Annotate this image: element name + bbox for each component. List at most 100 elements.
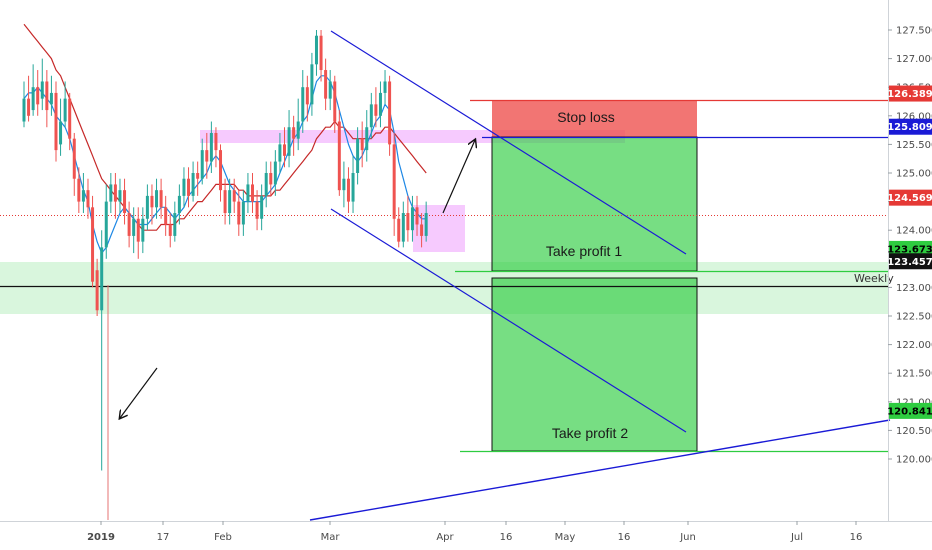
candle-body[interactable] xyxy=(81,190,85,202)
candle-body[interactable] xyxy=(406,213,410,231)
candle-body[interactable] xyxy=(196,173,200,179)
candle-body[interactable] xyxy=(182,178,186,196)
candle-body[interactable] xyxy=(54,92,58,151)
candle-body[interactable] xyxy=(282,144,286,156)
candle-body[interactable] xyxy=(187,178,191,196)
candle-body[interactable] xyxy=(159,190,163,208)
candle-body[interactable] xyxy=(392,144,396,219)
candle-body[interactable] xyxy=(63,98,67,122)
candle-body[interactable] xyxy=(255,201,259,219)
candle-body[interactable] xyxy=(301,87,305,122)
candle-body[interactable] xyxy=(369,104,373,128)
candle-body[interactable] xyxy=(164,207,168,225)
candle-body[interactable] xyxy=(22,98,26,122)
candle-body[interactable] xyxy=(104,201,108,248)
candle-body[interactable] xyxy=(173,213,177,236)
candle-body[interactable] xyxy=(109,184,113,202)
candle-body[interactable] xyxy=(296,121,300,139)
candle-body[interactable] xyxy=(264,173,268,196)
candle-body[interactable] xyxy=(337,121,341,191)
stop-loss-box[interactable] xyxy=(492,100,697,137)
candle-body[interactable] xyxy=(415,207,419,225)
take-profit-1-box[interactable] xyxy=(491,136,698,272)
candle-body[interactable] xyxy=(374,104,378,116)
channel-upper-line[interactable] xyxy=(330,30,687,255)
candle-body[interactable] xyxy=(319,35,323,71)
candle-body[interactable] xyxy=(141,218,145,242)
candle-body[interactable] xyxy=(77,178,81,202)
candle-body[interactable] xyxy=(232,190,236,202)
candle-body[interactable] xyxy=(136,218,140,242)
candle-body[interactable] xyxy=(305,87,309,105)
candle-body[interactable] xyxy=(123,190,127,214)
candle-body[interactable] xyxy=(365,127,369,151)
candle-body[interactable] xyxy=(132,218,136,236)
candle-body[interactable] xyxy=(91,207,95,282)
candle-body[interactable] xyxy=(424,213,428,236)
candle-body[interactable] xyxy=(292,127,296,139)
candle-body[interactable] xyxy=(95,270,99,311)
candle-body[interactable] xyxy=(200,150,204,179)
candle-body[interactable] xyxy=(388,81,392,145)
down-arrow-annotation[interactable] xyxy=(120,367,158,418)
candle-body[interactable] xyxy=(228,190,232,214)
candle-body[interactable] xyxy=(72,138,76,179)
candle-body[interactable] xyxy=(324,70,328,99)
candle-body[interactable] xyxy=(356,138,360,173)
candle-body[interactable] xyxy=(31,87,35,111)
candle-body[interactable] xyxy=(314,35,318,65)
candle-body[interactable] xyxy=(155,190,159,208)
candle-body[interactable] xyxy=(45,81,49,111)
candle-body[interactable] xyxy=(378,92,382,116)
candle-body[interactable] xyxy=(278,144,282,162)
take-profit-2-box[interactable] xyxy=(491,277,698,452)
candle-body[interactable] xyxy=(333,81,337,122)
price-axis[interactable]: 127.500127.000126.500126.000125.500125.0… xyxy=(887,0,932,521)
candle-body[interactable] xyxy=(273,161,277,185)
candle-body[interactable] xyxy=(397,218,401,242)
candle-body[interactable] xyxy=(223,190,227,214)
candle-body[interactable] xyxy=(68,98,72,139)
candle-body[interactable] xyxy=(269,173,273,185)
candle-body[interactable] xyxy=(237,201,241,225)
time-axis[interactable]: 2019 17 Feb Mar Apr 16 May 16 Jun Jul 16 xyxy=(0,521,932,543)
candle-body[interactable] xyxy=(209,132,213,162)
fast-moving-average-line[interactable] xyxy=(23,75,427,255)
up-arrow-annotation[interactable] xyxy=(442,140,475,214)
candle-body[interactable] xyxy=(346,178,350,202)
candle-body[interactable] xyxy=(145,195,149,219)
candle-body[interactable] xyxy=(351,173,355,202)
candle-body[interactable] xyxy=(219,150,223,191)
candle-body[interactable] xyxy=(310,64,314,105)
candle-body[interactable] xyxy=(342,178,346,191)
candle-body[interactable] xyxy=(191,173,195,196)
candle-body[interactable] xyxy=(410,207,414,231)
candle-body[interactable] xyxy=(287,127,291,156)
candle-body[interactable] xyxy=(360,138,364,151)
candle-body[interactable] xyxy=(177,195,181,214)
candle-body[interactable] xyxy=(251,184,254,202)
candle-body[interactable] xyxy=(100,247,104,311)
candle-body[interactable] xyxy=(36,87,40,105)
candle-body[interactable] xyxy=(118,190,122,202)
channel-lower-line[interactable] xyxy=(330,208,687,433)
candle-body[interactable] xyxy=(27,98,31,116)
candle-body[interactable] xyxy=(59,121,63,145)
long-term-trend-line[interactable] xyxy=(309,419,891,521)
candle-body[interactable] xyxy=(401,213,405,242)
candle-body[interactable] xyxy=(383,81,387,93)
candle-body[interactable] xyxy=(214,132,218,151)
candle-body[interactable] xyxy=(150,195,154,208)
candle-body[interactable] xyxy=(113,184,117,202)
candle-body[interactable] xyxy=(246,184,250,202)
candle-body[interactable] xyxy=(168,224,172,236)
candle-body[interactable] xyxy=(328,81,332,99)
candle-body[interactable] xyxy=(241,201,245,225)
candle-body[interactable] xyxy=(40,81,44,99)
candle-body[interactable] xyxy=(86,190,90,208)
candle-body[interactable] xyxy=(420,224,424,236)
candle-body[interactable] xyxy=(205,150,209,162)
candle-body[interactable] xyxy=(127,213,131,236)
